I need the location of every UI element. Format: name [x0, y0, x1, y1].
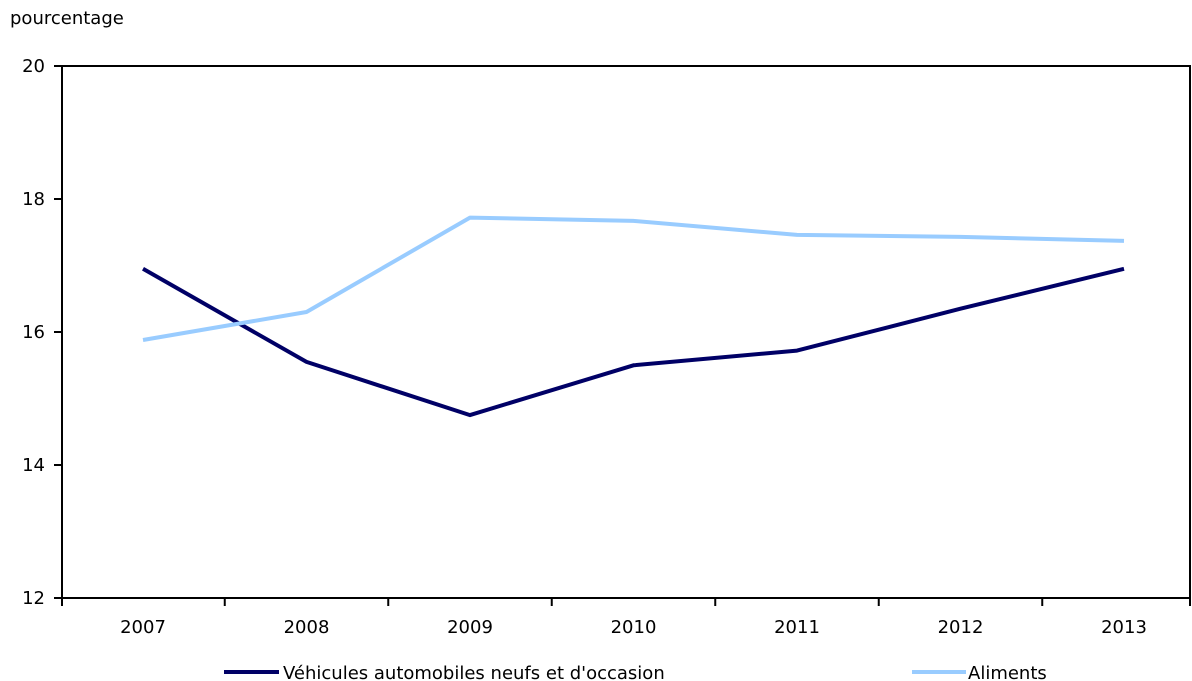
y-tick-label: 16 — [22, 322, 45, 343]
x-tick-label: 2013 — [1101, 617, 1147, 638]
legend-label-vehicles: Véhicules automobiles neufs et d'occasio… — [283, 663, 665, 681]
plot-area — [61, 65, 1191, 599]
x-tick-label: 2007 — [120, 617, 166, 638]
x-tick-label: 2008 — [284, 617, 330, 638]
x-tick-label: 2010 — [611, 617, 657, 638]
x-tick-label: 2012 — [938, 617, 984, 638]
series-group — [142, 215, 1125, 418]
y-axis: 12 14 16 18 20 — [22, 56, 62, 609]
series-line-food — [142, 215, 1125, 342]
x-tick-label: 2011 — [774, 617, 820, 638]
series-line-vehicles — [142, 266, 1125, 418]
y-tick-label: 20 — [22, 56, 45, 77]
y-tick-label: 12 — [22, 588, 45, 609]
y-axis-label: pourcentage — [10, 8, 124, 29]
legend: Véhicules automobiles neufs et d'occasio… — [224, 663, 1047, 681]
x-axis: 2007 2008 2009 2010 2011 2012 2013 — [61, 598, 1191, 638]
x-tick-label: 2009 — [447, 617, 493, 638]
y-tick-label: 18 — [22, 189, 45, 210]
y-tick-label: 14 — [22, 455, 45, 476]
legend-label-food: Aliments — [968, 663, 1047, 681]
